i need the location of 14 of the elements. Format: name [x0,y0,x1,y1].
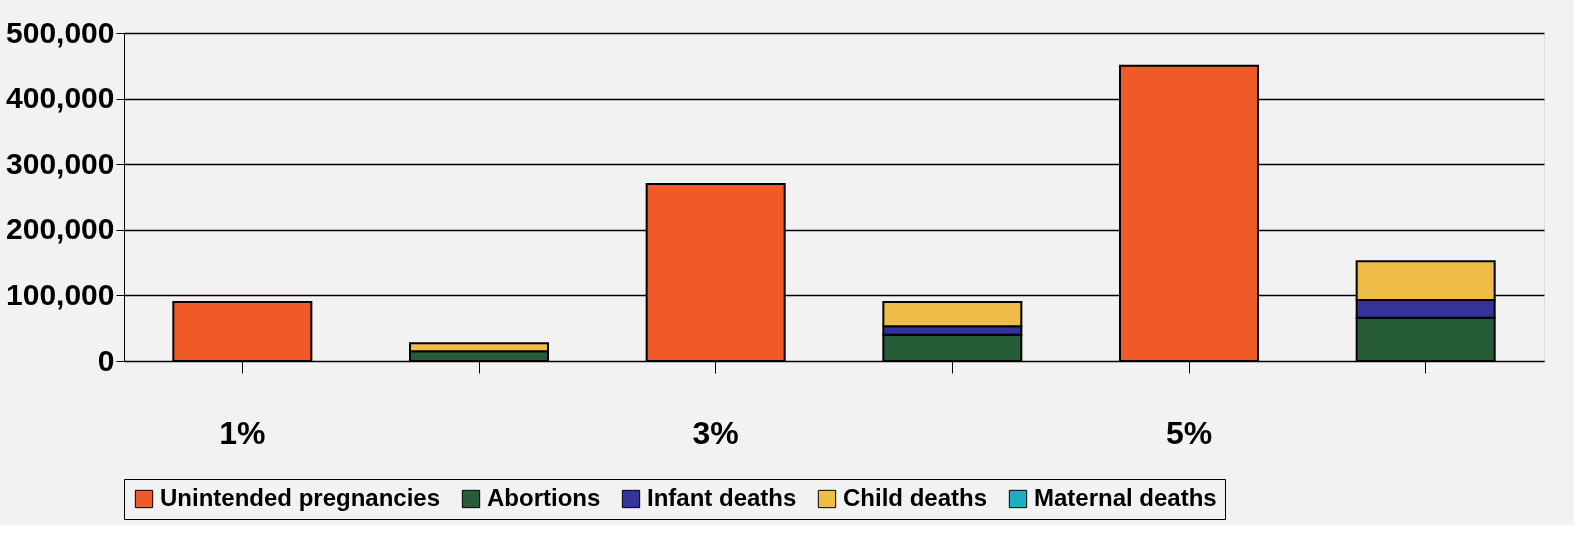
legend-label: Maternal deaths [1034,484,1217,511]
x-tick-label: 3% [692,414,739,451]
legend-label: Abortions [487,484,601,511]
y-tick-label: 400,000 [6,81,115,115]
legend-label: Infant deaths [647,484,797,511]
y-tick-label: 100,000 [6,277,115,311]
y-tick-label: 0 [97,343,115,377]
y-tick-label: 500,000 [6,15,115,49]
y-tick-label: 200,000 [6,212,115,246]
y-tick-label: 300,000 [6,146,115,180]
x-tick-label: 1% [219,414,266,451]
legend-label: Unintended pregnancies [160,484,441,511]
legend-label: Child deaths [843,484,988,511]
x-tick-label: 5% [1165,414,1213,451]
